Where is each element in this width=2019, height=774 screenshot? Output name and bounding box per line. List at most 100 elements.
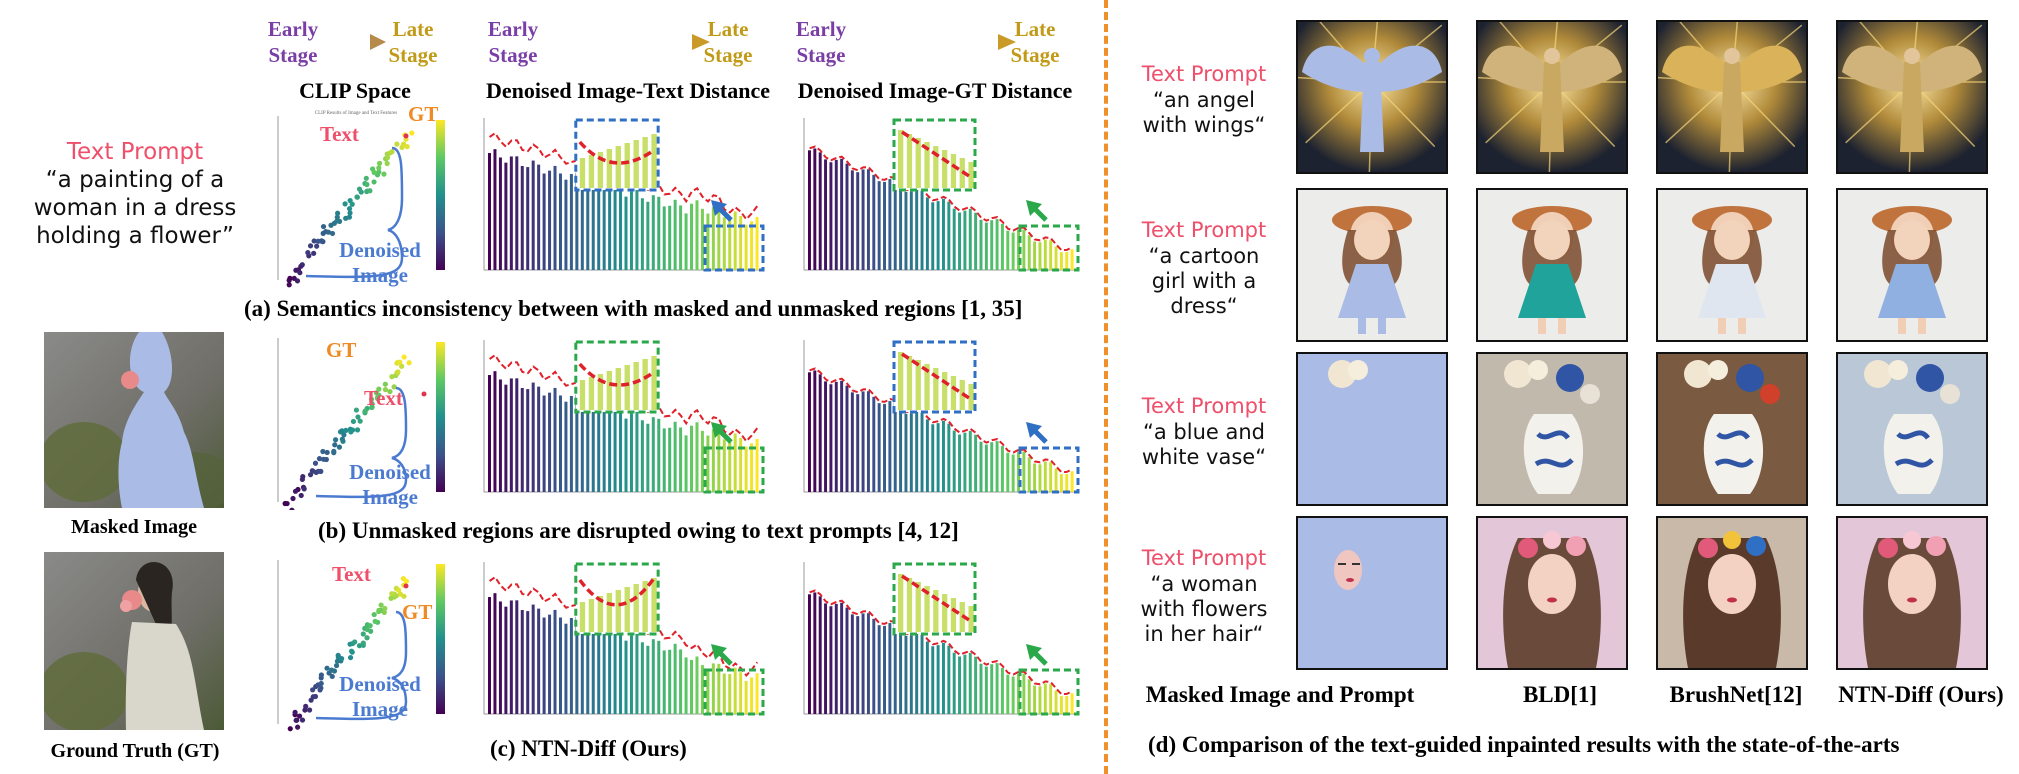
bar — [1054, 246, 1058, 270]
bar — [1038, 242, 1042, 270]
bar — [580, 404, 584, 492]
scatter-point — [406, 360, 412, 366]
stage-arrow-2 — [554, 34, 710, 50]
clip-scatter-c — [256, 552, 456, 732]
brushnet-result-image — [1656, 516, 1808, 670]
bar — [904, 191, 908, 270]
bar — [520, 610, 524, 714]
scatter-point — [382, 386, 389, 393]
scatter-point — [318, 680, 324, 687]
scatter-point — [350, 418, 357, 425]
bar — [888, 179, 892, 270]
bar — [542, 395, 546, 492]
bar — [744, 224, 748, 270]
stage-arrow-3 — [860, 34, 1016, 50]
bar — [958, 434, 962, 492]
scatter-point — [334, 214, 340, 220]
bar — [861, 169, 865, 270]
bar — [958, 656, 962, 714]
scatter-point — [320, 456, 327, 462]
scatter-point — [384, 160, 390, 167]
bar — [974, 656, 978, 714]
bar — [558, 173, 562, 270]
scatter-point — [355, 414, 361, 420]
scatter-point — [324, 665, 330, 671]
bar — [591, 399, 595, 492]
scatter-point — [364, 181, 370, 188]
scatter-point — [372, 618, 378, 624]
scatter-point — [354, 427, 361, 433]
bar — [893, 401, 897, 492]
bar — [883, 625, 886, 714]
scatter-point — [395, 369, 401, 375]
scatter-point — [290, 495, 296, 502]
bar — [504, 162, 508, 270]
bar — [974, 434, 978, 492]
bar — [673, 421, 677, 492]
bar — [872, 396, 876, 492]
bar — [722, 439, 726, 492]
bar — [813, 592, 817, 714]
scatter-point — [381, 609, 387, 615]
bar — [700, 430, 704, 492]
header-clip-space: CLIP Space — [299, 78, 411, 103]
stage-late-label-1: Late Stage — [388, 17, 438, 67]
scatter-point — [320, 448, 326, 455]
bar — [488, 597, 492, 714]
bar — [711, 429, 715, 492]
scatter-point — [298, 492, 304, 499]
bar — [904, 635, 908, 714]
bar — [958, 212, 962, 270]
scatter-point — [394, 141, 400, 147]
bar — [984, 666, 988, 714]
annotation-gt-b: GT — [326, 338, 357, 362]
bar — [548, 614, 552, 714]
bar — [877, 181, 881, 270]
text-point — [403, 583, 409, 589]
bar — [520, 166, 524, 270]
bar — [1043, 683, 1047, 714]
bar — [706, 669, 710, 714]
bar — [722, 217, 726, 270]
scatter-point — [329, 667, 335, 673]
scatter-point — [397, 359, 403, 365]
scatter-point — [286, 277, 292, 284]
right-prompt-text: “an angel with wings“ — [1142, 88, 1266, 137]
scatter-point — [316, 456, 323, 462]
bar — [739, 672, 743, 714]
bar — [952, 430, 956, 492]
scatter-point — [371, 179, 377, 185]
bar — [608, 632, 612, 714]
bar — [744, 680, 748, 714]
bar — [1011, 454, 1015, 492]
bar — [845, 385, 849, 492]
scatter-point — [342, 201, 348, 207]
scatter-point — [363, 175, 369, 181]
bar — [888, 623, 892, 714]
scatter-point — [299, 476, 305, 483]
bar — [700, 665, 704, 714]
bar — [866, 613, 870, 714]
scatter-point — [376, 160, 383, 166]
bar — [668, 205, 672, 270]
bar — [984, 444, 988, 492]
bar — [808, 372, 811, 492]
bar — [668, 649, 672, 714]
bar — [1049, 684, 1053, 714]
stage-early-label-3: Early Stage — [795, 17, 847, 67]
scatter-point — [389, 591, 395, 597]
bar — [877, 625, 881, 714]
bar — [1000, 223, 1004, 270]
masked-input-image — [1296, 20, 1448, 174]
col-label-masked: Masked Image and Prompt — [1145, 682, 1415, 707]
bar — [531, 382, 535, 492]
bar — [728, 439, 732, 492]
bar — [947, 201, 951, 270]
bar — [813, 370, 817, 492]
bar — [553, 609, 557, 714]
bar — [509, 156, 513, 270]
scatter-point — [299, 262, 305, 268]
bar — [597, 624, 601, 714]
bar — [1043, 239, 1047, 270]
bar — [515, 378, 519, 492]
